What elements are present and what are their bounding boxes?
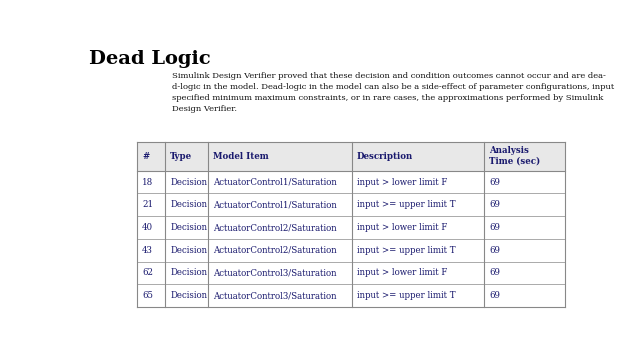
Text: 65: 65 — [142, 291, 153, 300]
Text: input > lower limit F: input > lower limit F — [356, 177, 447, 186]
Text: Dead Logic: Dead Logic — [89, 50, 211, 68]
Text: ActuatorControl1/Saturation: ActuatorControl1/Saturation — [213, 200, 337, 209]
Text: 40: 40 — [142, 223, 153, 232]
Bar — [137, 141, 565, 307]
Text: Analysis
Time (sec): Analysis Time (sec) — [489, 147, 540, 166]
Text: 69: 69 — [489, 177, 500, 186]
Text: Type: Type — [170, 152, 193, 161]
Text: ActuatorControl1/Saturation: ActuatorControl1/Saturation — [213, 177, 337, 186]
Text: 43: 43 — [142, 246, 153, 255]
Text: 69: 69 — [489, 291, 500, 300]
Text: Decision: Decision — [170, 177, 207, 186]
Text: 69: 69 — [489, 223, 500, 232]
Text: 69: 69 — [489, 200, 500, 209]
Text: ActuatorControl3/Saturation: ActuatorControl3/Saturation — [213, 269, 337, 278]
Text: ActuatorControl2/Saturation: ActuatorControl2/Saturation — [213, 246, 337, 255]
Text: ActuatorControl3/Saturation: ActuatorControl3/Saturation — [213, 291, 337, 300]
Bar — [137, 141, 565, 171]
Text: Decision: Decision — [170, 223, 207, 232]
Text: Decision: Decision — [170, 269, 207, 278]
Text: Simulink Design Verifier proved that these decision and condition outcomes canno: Simulink Design Verifier proved that the… — [172, 72, 614, 113]
Text: 69: 69 — [489, 269, 500, 278]
Text: Decision: Decision — [170, 200, 207, 209]
Text: Model Item: Model Item — [213, 152, 269, 161]
Text: 69: 69 — [489, 246, 500, 255]
Text: input >= upper limit T: input >= upper limit T — [356, 200, 456, 209]
Text: #: # — [142, 152, 149, 161]
Text: Decision: Decision — [170, 246, 207, 255]
Text: ActuatorControl2/Saturation: ActuatorControl2/Saturation — [213, 223, 337, 232]
Text: 62: 62 — [142, 269, 153, 278]
Text: input >= upper limit T: input >= upper limit T — [356, 246, 456, 255]
Text: Decision: Decision — [170, 291, 207, 300]
Text: input > lower limit F: input > lower limit F — [356, 269, 447, 278]
Text: 21: 21 — [142, 200, 153, 209]
Text: Description: Description — [356, 152, 413, 161]
Text: 18: 18 — [142, 177, 153, 186]
Text: input >= upper limit T: input >= upper limit T — [356, 291, 456, 300]
Text: input > lower limit F: input > lower limit F — [356, 223, 447, 232]
